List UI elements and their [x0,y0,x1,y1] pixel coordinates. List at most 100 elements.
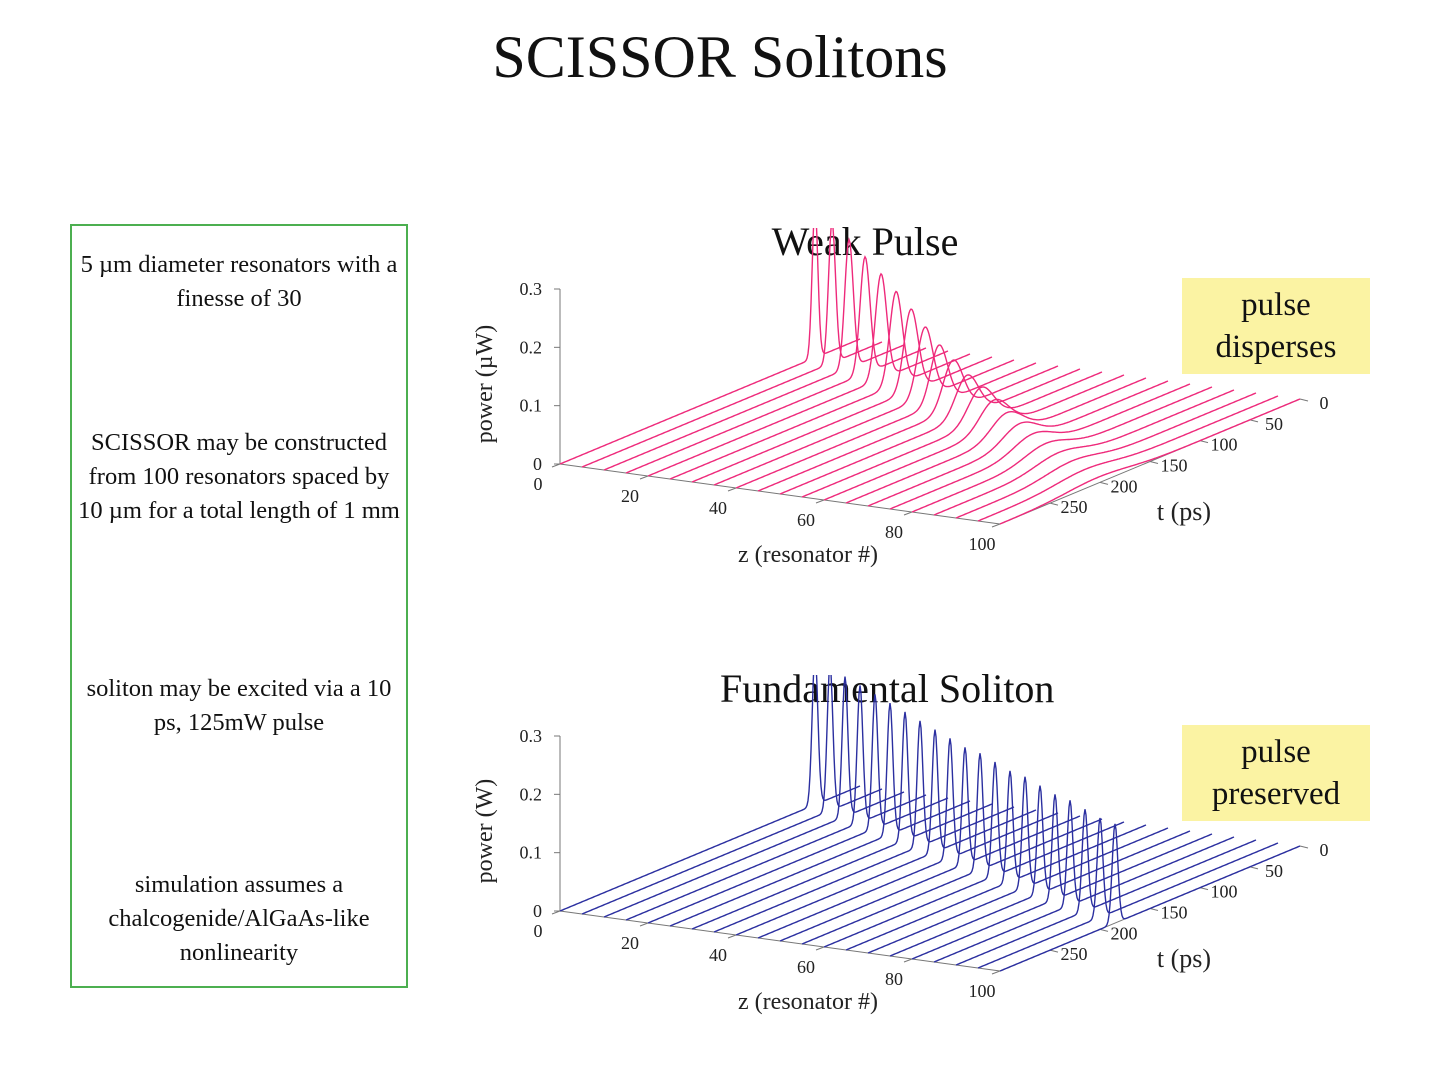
trace-line [823,761,1125,948]
t-tick-label: 150 [1161,903,1188,923]
y-axis-title: power (W) [472,779,498,884]
t-tick-label: 50 [1265,861,1283,881]
trace-line [801,371,1103,498]
x-axis-title: z (resonator #) [738,542,878,568]
trace-line [603,676,905,918]
t-tick-label: 200 [1111,476,1138,496]
t-tick-label: 0 [1320,840,1329,860]
z-tick [815,499,825,504]
y-axis-title: power (µW) [472,325,498,443]
chart-title: Fundamental Soliton [720,666,1055,711]
z-tick [903,511,913,516]
trace-line [625,685,927,921]
z-tick [551,463,561,468]
t-tick [1299,398,1309,402]
power-tick-label: 0.1 [520,396,543,416]
trace-line [735,344,1037,489]
x-axis-title: z (resonator #) [738,989,878,1015]
t-tick [1149,908,1159,911]
z-tick-label: 80 [885,969,903,989]
trace-line [713,326,1015,486]
t-tick-label: 100 [1211,435,1238,455]
trace-line [603,237,905,471]
fundamental-soliton-chart: Fundamental Soliton pulse preserved 0 0.1… [420,666,1440,1075]
power-tick-label: 0.2 [520,784,543,804]
t-tick-label: 50 [1265,414,1283,434]
trace-line [669,703,971,927]
t-tick [1049,502,1059,506]
z-tick-label: 0 [534,474,543,494]
note-construction: SCISSOR may be constructed from 100 reso… [78,429,400,524]
t-tick [1249,866,1259,870]
z-tick-label: 80 [885,522,903,542]
trace-line [581,675,883,915]
note-resonators: 5 µm diameter resonators with a finesse … [80,251,398,312]
trace-line [889,785,1191,957]
trace-line [669,290,971,480]
trace-line [845,770,1147,951]
trace-line [735,729,1037,936]
trace-line [757,359,1059,492]
t-tick-label: 250 [1061,497,1088,517]
trace-line [977,817,1279,969]
z-tick [903,958,913,963]
trace-line [581,228,883,468]
note-nonlinearity: simulation assumes a chalcogenide/AlGaAs… [108,871,370,966]
power-tick-label: 0 [533,454,542,474]
trace-line [647,272,949,477]
trace-line [691,711,993,930]
pulse-disperses-badge: pulse disperses [1182,278,1370,374]
trace-line [713,720,1015,933]
t-axis-title: t (ps) [1157,497,1211,526]
trace-line [999,823,1301,972]
t-tick [1299,845,1309,849]
trace-line [933,389,1235,516]
t-tick-label: 200 [1111,923,1138,943]
t-tick [1149,461,1159,464]
trace-line [559,675,861,912]
power-tick-label: 0 [533,901,542,921]
z-tick-label: 20 [621,933,639,953]
z-tick-label: 0 [534,921,543,941]
page-title: SCISSOR Solitons [492,24,948,90]
z-tick [991,523,1001,528]
t-tick [1099,481,1109,485]
t-tick [1199,440,1209,444]
z-tick-label: 20 [621,486,639,506]
trace-line [911,794,1213,960]
trace-line [691,308,993,483]
t-tick-label: 250 [1061,944,1088,964]
z-tick-label: 60 [797,510,815,530]
trace-line [911,386,1213,513]
t-tick [1199,887,1209,891]
pulse-preserved-badge: pulse preserved [1182,725,1370,821]
z-tick-label: 40 [709,945,727,965]
trace-line [757,738,1059,939]
t-tick [1049,949,1059,953]
t-tick [1249,419,1259,423]
t-tick-label: 100 [1211,882,1238,902]
z-tick [727,487,737,492]
trace-line [845,377,1147,504]
trace-line [977,395,1279,522]
trace-line [823,374,1125,501]
trace-line [889,383,1191,510]
trace-line [625,255,927,474]
t-tick-label: 0 [1320,393,1329,413]
trace-line [955,392,1257,519]
weak-pulse-chart: Weak Pulse pulse disperses 0 0.1 0.2 0.3 0 20… [420,219,1440,628]
trace-line [779,747,1081,942]
trace-line [867,776,1169,954]
t-axis-title: t (ps) [1157,944,1211,973]
z-tick [551,910,561,915]
trace-line [867,380,1169,507]
power-tick-label: 0.3 [520,279,543,299]
z-tick [815,946,825,951]
z-tick [639,475,649,480]
trace-line [999,398,1301,525]
trace-line [779,368,1081,495]
weak-pulse-plot: 0 0.1 0.2 0.3 0 20 40 60 80 100 0 50 100 150 200 250 pow… [472,228,1329,568]
z-tick [991,970,1001,975]
z-tick-label: 40 [709,498,727,518]
power-tick-label: 0.3 [520,726,543,746]
